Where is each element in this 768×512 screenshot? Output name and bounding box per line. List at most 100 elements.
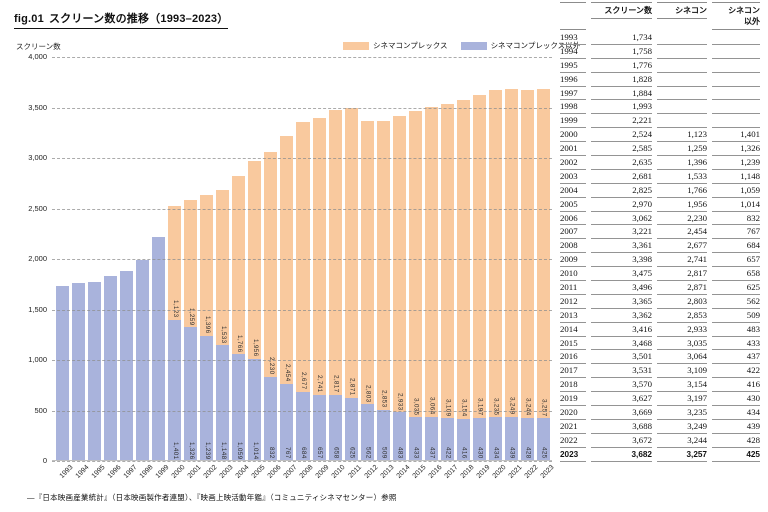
legend-label: シネマコンプレックス以外 bbox=[490, 41, 581, 50]
bar-value-cinecomplex: 3,244 bbox=[524, 398, 532, 416]
table-cell-other bbox=[712, 100, 760, 115]
table-cell-cinecon bbox=[657, 31, 707, 45]
bar-value-non-cinecomplex: 1,014 bbox=[252, 441, 260, 460]
bar-segment-non-cinecomplex bbox=[248, 358, 262, 461]
table-cell-other: 483 bbox=[712, 323, 760, 337]
x-axis-label: 2001 bbox=[186, 464, 203, 480]
legend-swatch-non-cinecomplex bbox=[460, 41, 487, 50]
bar-value-non-cinecomplex: 832 bbox=[268, 447, 276, 459]
bar-value-non-cinecomplex: 428 bbox=[524, 447, 532, 459]
bar-2001: 1,259 1,326 2001 bbox=[184, 57, 203, 480]
table-header-year bbox=[560, 2, 586, 30]
table-cell-screens: 3,361 bbox=[591, 239, 652, 254]
bar-value-non-cinecomplex: 439 bbox=[508, 447, 516, 459]
x-axis-label: 1998 bbox=[138, 464, 155, 480]
bar-value-cinecomplex: 1,766 bbox=[236, 334, 244, 353]
table-cell-screens: 1,758 bbox=[591, 45, 652, 59]
bar-value-non-cinecomplex: 1,059 bbox=[236, 441, 244, 460]
bar-segment-non-cinecomplex bbox=[360, 404, 374, 461]
table-cell-year: 2006 bbox=[560, 212, 586, 226]
table-cell-screens: 1,884 bbox=[591, 87, 652, 101]
bar-segment-cinecomplex bbox=[376, 121, 390, 410]
bar-value-non-cinecomplex: 425 bbox=[540, 447, 548, 459]
table-cell-screens: 3,475 bbox=[591, 267, 652, 282]
table-cell-screens: 3,416 bbox=[591, 323, 652, 337]
bar-segment-non-cinecomplex bbox=[232, 354, 246, 461]
table-cell-screens: 3,627 bbox=[591, 392, 652, 407]
x-axis-label: 2018 bbox=[459, 464, 476, 480]
bar-segment-non-cinecomplex bbox=[344, 397, 358, 461]
table-cell-other: 1,148 bbox=[712, 170, 760, 184]
table-cell-other bbox=[712, 114, 760, 129]
bar-2020: 3,235 434 2020 bbox=[488, 57, 507, 480]
table-header-other-line2: 以外 bbox=[744, 16, 760, 26]
table-cell-other: 1,401 bbox=[712, 128, 760, 143]
bar-value-non-cinecomplex: 625 bbox=[348, 447, 356, 459]
table-cell-year: 2001 bbox=[560, 142, 586, 157]
figure-title: fig.01 スクリーン数の推移（1993–2023） bbox=[14, 10, 229, 29]
plot-area: 1993 1994 1995 1996 1997 1998 1999 1,123 1,401 20… bbox=[52, 57, 555, 480]
bar-value-non-cinecomplex: 1,239 bbox=[204, 441, 211, 460]
legend: シネマコンプレックス シネマコンプレックス以外 bbox=[343, 40, 580, 51]
table-cell-year: 2002 bbox=[560, 156, 586, 170]
bar-segment-cinecomplex bbox=[312, 117, 326, 395]
table-cell-year: 2015 bbox=[560, 337, 586, 351]
table-cell-cinecon bbox=[657, 45, 707, 59]
bar-value-non-cinecomplex: 437 bbox=[428, 447, 436, 459]
table-cell-other: 1,059 bbox=[712, 184, 760, 198]
bar-segment-cinecomplex bbox=[504, 88, 518, 417]
table-cell-cinecon: 3,244 bbox=[657, 434, 707, 448]
table-cell-other bbox=[712, 73, 760, 87]
table-cell-screens: 3,468 bbox=[591, 337, 652, 351]
bar-value-cinecomplex: 3,235 bbox=[492, 397, 500, 416]
bar-segment-cinecomplex bbox=[408, 110, 422, 418]
bar-value-non-cinecomplex: 1,326 bbox=[187, 441, 195, 460]
bar-segment-cinecomplex bbox=[472, 94, 486, 418]
table-cell-other: 416 bbox=[712, 378, 760, 393]
table-cell-cinecon: 1,956 bbox=[657, 198, 707, 212]
bar-1997: 1997 bbox=[120, 57, 139, 480]
table-cell-cinecon: 3,154 bbox=[657, 378, 707, 393]
table-cell-year: 2017 bbox=[560, 364, 586, 379]
bar-value-cinecomplex: 1,123 bbox=[171, 300, 179, 318]
table-cell-other bbox=[712, 59, 760, 73]
table-cell-cinecon: 2,454 bbox=[657, 225, 707, 240]
x-axis-label: 2010 bbox=[331, 464, 347, 480]
bar-segment-cinecomplex bbox=[296, 121, 310, 392]
bar-2006: 2,230 832 2006 bbox=[264, 57, 283, 480]
x-axis-label: 2006 bbox=[266, 464, 283, 480]
x-axis-label: 2012 bbox=[363, 464, 380, 480]
bar-2004: 1,766 1,059 2004 bbox=[232, 57, 251, 480]
table-cell-other: 832 bbox=[712, 212, 760, 226]
bar-segment-cinecomplex bbox=[248, 161, 262, 359]
bar-segment-non-cinecomplex bbox=[120, 270, 134, 461]
table-header-screens: スクリーン数 bbox=[591, 2, 652, 19]
bar-segment-non-cinecomplex bbox=[296, 391, 310, 461]
x-axis-label: 2020 bbox=[491, 464, 508, 480]
y-tick-label: 3,000 bbox=[28, 153, 47, 162]
bar-segment-cinecomplex bbox=[536, 89, 550, 419]
x-axis-label: 2017 bbox=[443, 464, 460, 480]
bar-1995: 1995 bbox=[88, 57, 107, 480]
bar-segment-non-cinecomplex bbox=[168, 319, 182, 461]
x-axis-label: 2014 bbox=[395, 464, 412, 480]
y-tick-label: 2,000 bbox=[28, 254, 47, 263]
bar-2022: 3,244 428 2022 bbox=[520, 57, 539, 480]
bar-segment-non-cinecomplex bbox=[440, 418, 454, 461]
y-tick-label: 3,500 bbox=[28, 102, 47, 112]
table-cell-cinecon: 1,533 bbox=[657, 170, 707, 184]
source-note: ―『日本映画産業統計』（日本映画製作者連盟）、『映画上映活動年鑑』（コミュニティ… bbox=[27, 493, 397, 502]
bar-value-non-cinecomplex: 1,148 bbox=[220, 441, 228, 460]
bar-value-cinecomplex: 3,249 bbox=[508, 397, 516, 415]
bar-1999: 1999 bbox=[152, 57, 171, 480]
bar-value-non-cinecomplex: 416 bbox=[460, 447, 468, 459]
x-axis-label: 2023 bbox=[539, 464, 556, 480]
bar-segment-cinecomplex bbox=[200, 194, 214, 336]
bar-segment-non-cinecomplex bbox=[152, 236, 166, 461]
x-axis-label: 2011 bbox=[347, 464, 364, 480]
y-tick-label: 0 bbox=[42, 456, 47, 465]
bar-value-cinecomplex: 2,933 bbox=[396, 392, 404, 411]
table-cell-cinecon bbox=[657, 114, 707, 129]
table-cell-cinecon: 1,766 bbox=[657, 184, 707, 198]
bar-segment-cinecomplex bbox=[280, 135, 294, 384]
